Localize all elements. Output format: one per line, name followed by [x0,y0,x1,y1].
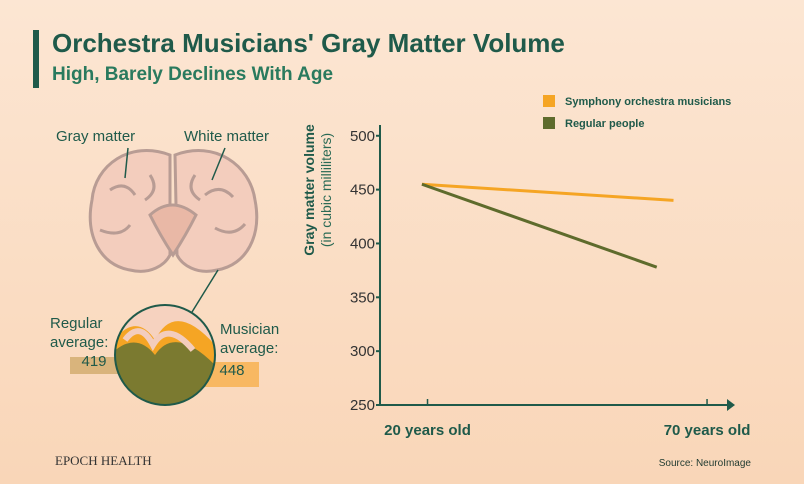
zoom-detail [115,305,215,405]
regular-value-box [70,357,118,374]
pointer [191,269,219,313]
series-line [421,182,658,269]
y-axis-label: Gray matter volume [301,124,317,256]
y-tick-label: 500 [350,128,375,145]
series-line [421,182,674,202]
y-tick-label: 250 [350,397,375,414]
pointer [211,147,226,181]
y-tick-label: 400 [350,235,375,252]
y-tick-label: 450 [350,182,375,199]
musician-label: Musician average: [220,321,280,357]
regular-value: 419 [81,353,106,370]
white-matter-label: White matter [184,128,270,145]
regular-label: Regular average: [50,315,109,351]
zoom-circle [114,304,216,406]
y-tick-label: 300 [350,343,375,360]
x-axis-arrow [727,399,735,411]
plot: 250 300 350 400 450 500 20 years old 70 years o… [301,95,750,439]
brand: EPOCH HEALTH [55,453,152,468]
chart-subtitle: High, Barely Declines With Age [52,64,333,85]
gray-matter-label: Gray matter [56,128,136,145]
x-tick-label: 20 years old [384,422,471,439]
musician-value: 448 [219,362,244,379]
pointer [124,147,129,179]
legend-swatch [543,117,555,129]
legend-swatch [543,95,555,107]
x-tick-label: 70 years old [664,422,751,439]
legend-label: Regular people [565,118,644,130]
brain [88,149,259,273]
y-axis-units: (in cubic milliliters) [318,133,334,247]
chart-title: Orchestra Musicians' Gray Matter Volume [52,28,565,58]
source: Source: NeuroImage [659,458,752,469]
legend-label: Symphony orchestra musicians [565,96,731,108]
y-tick-label: 350 [350,289,375,306]
title-accent [33,30,39,88]
